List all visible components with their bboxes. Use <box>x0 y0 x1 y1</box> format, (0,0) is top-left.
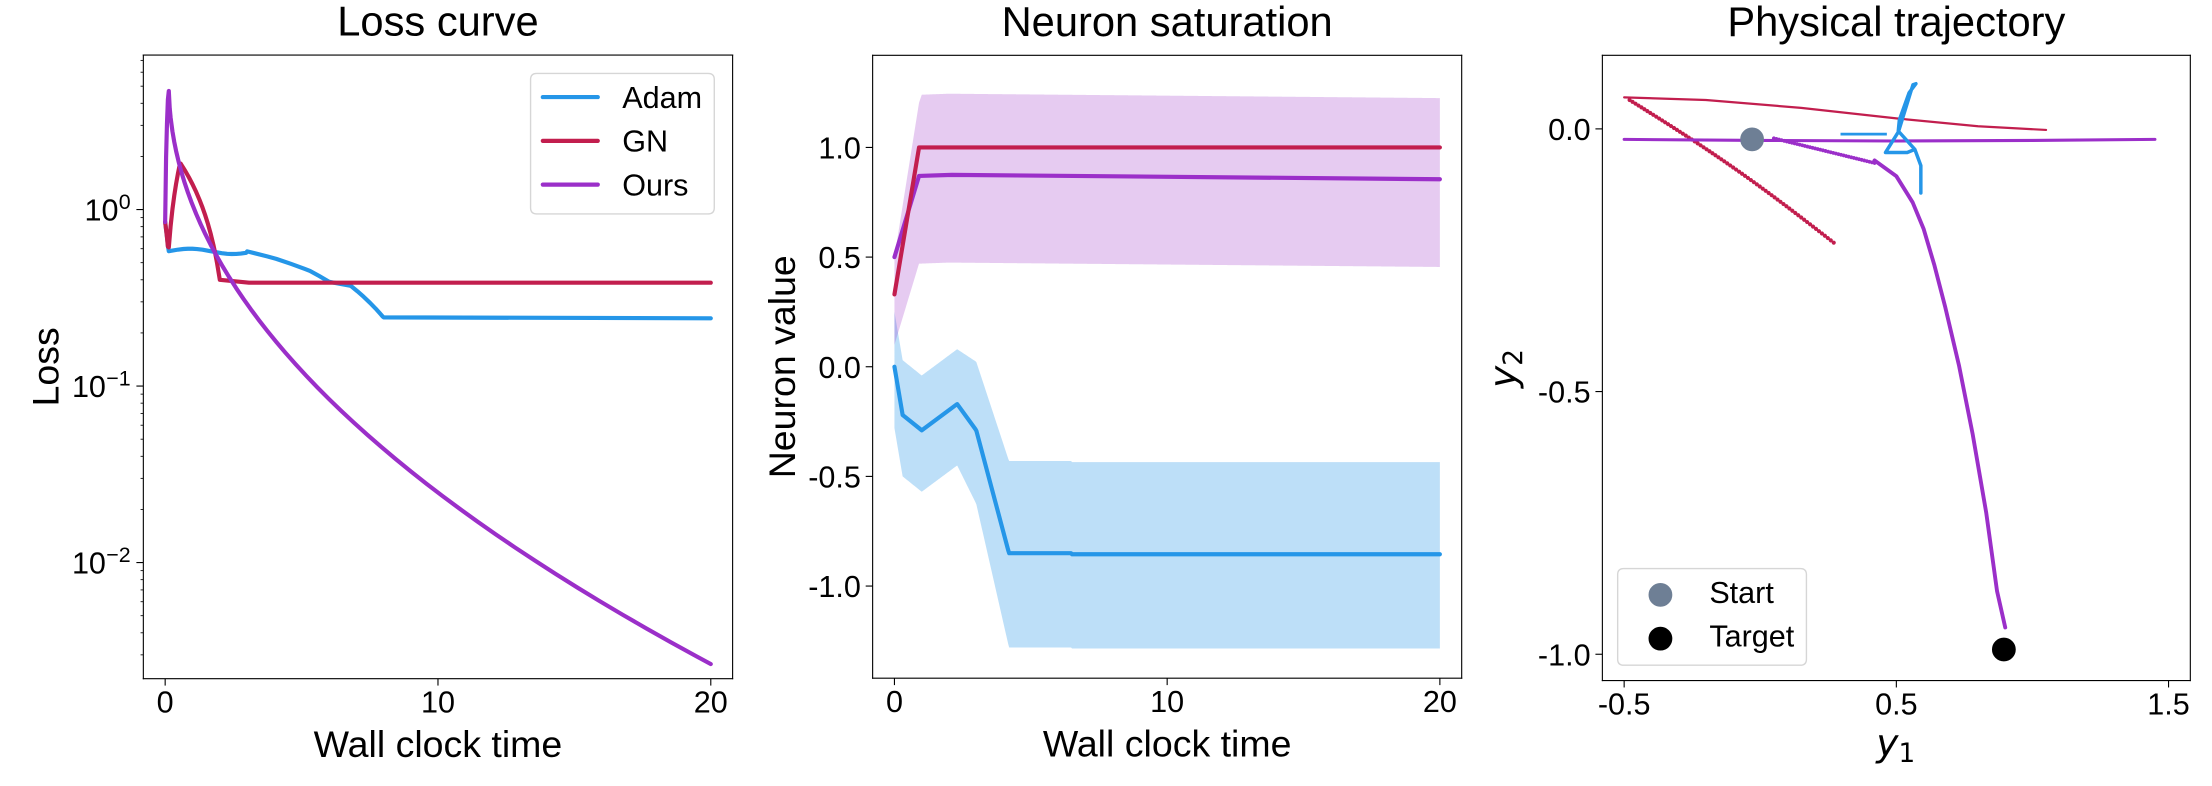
svg-text:Loss curve: Loss curve <box>337 0 538 45</box>
svg-text:Ours: Ours <box>622 168 688 202</box>
svg-text:Neuron saturation: Neuron saturation <box>1002 0 1333 45</box>
svg-text:0: 0 <box>886 685 903 719</box>
svg-text:Neuron value: Neuron value <box>761 255 803 478</box>
svg-text:-0.5: -0.5 <box>808 460 861 494</box>
svg-text:0.5: 0.5 <box>818 241 860 275</box>
svg-text:Target: Target <box>1709 620 1794 654</box>
svg-text:-1.0: -1.0 <box>1538 638 1591 672</box>
svg-text:Adam: Adam <box>622 81 702 115</box>
svg-text:10: 10 <box>421 686 455 720</box>
svg-text:Start: Start <box>1709 576 1774 610</box>
svg-text:-1.0: -1.0 <box>808 570 861 604</box>
svg-text:0.0: 0.0 <box>1548 113 1590 147</box>
svg-text:0.5: 0.5 <box>1875 687 1917 721</box>
svg-text:20: 20 <box>1423 685 1457 719</box>
svg-text:1 0 0: 1 0 0 <box>84 190 130 227</box>
svg-text:Loss: Loss <box>25 327 67 406</box>
svg-text:-0.5: -0.5 <box>1538 376 1591 410</box>
svg-text:-0.5: -0.5 <box>1598 687 1651 721</box>
svg-text:10: 10 <box>1150 685 1184 719</box>
svg-text:1.0: 1.0 <box>818 132 860 166</box>
svg-text:GN: GN <box>622 125 668 159</box>
svg-text:Wall clock time: Wall clock time <box>314 723 563 765</box>
svg-text:0.0: 0.0 <box>818 351 860 385</box>
svg-text:20: 20 <box>694 686 728 720</box>
svg-text:Wall clock time: Wall clock time <box>1043 723 1292 765</box>
svg-text:0: 0 <box>157 686 174 720</box>
svg-text:Physical trajectory: Physical trajectory <box>1727 0 2065 45</box>
svg-text:1.5: 1.5 <box>2147 687 2189 721</box>
